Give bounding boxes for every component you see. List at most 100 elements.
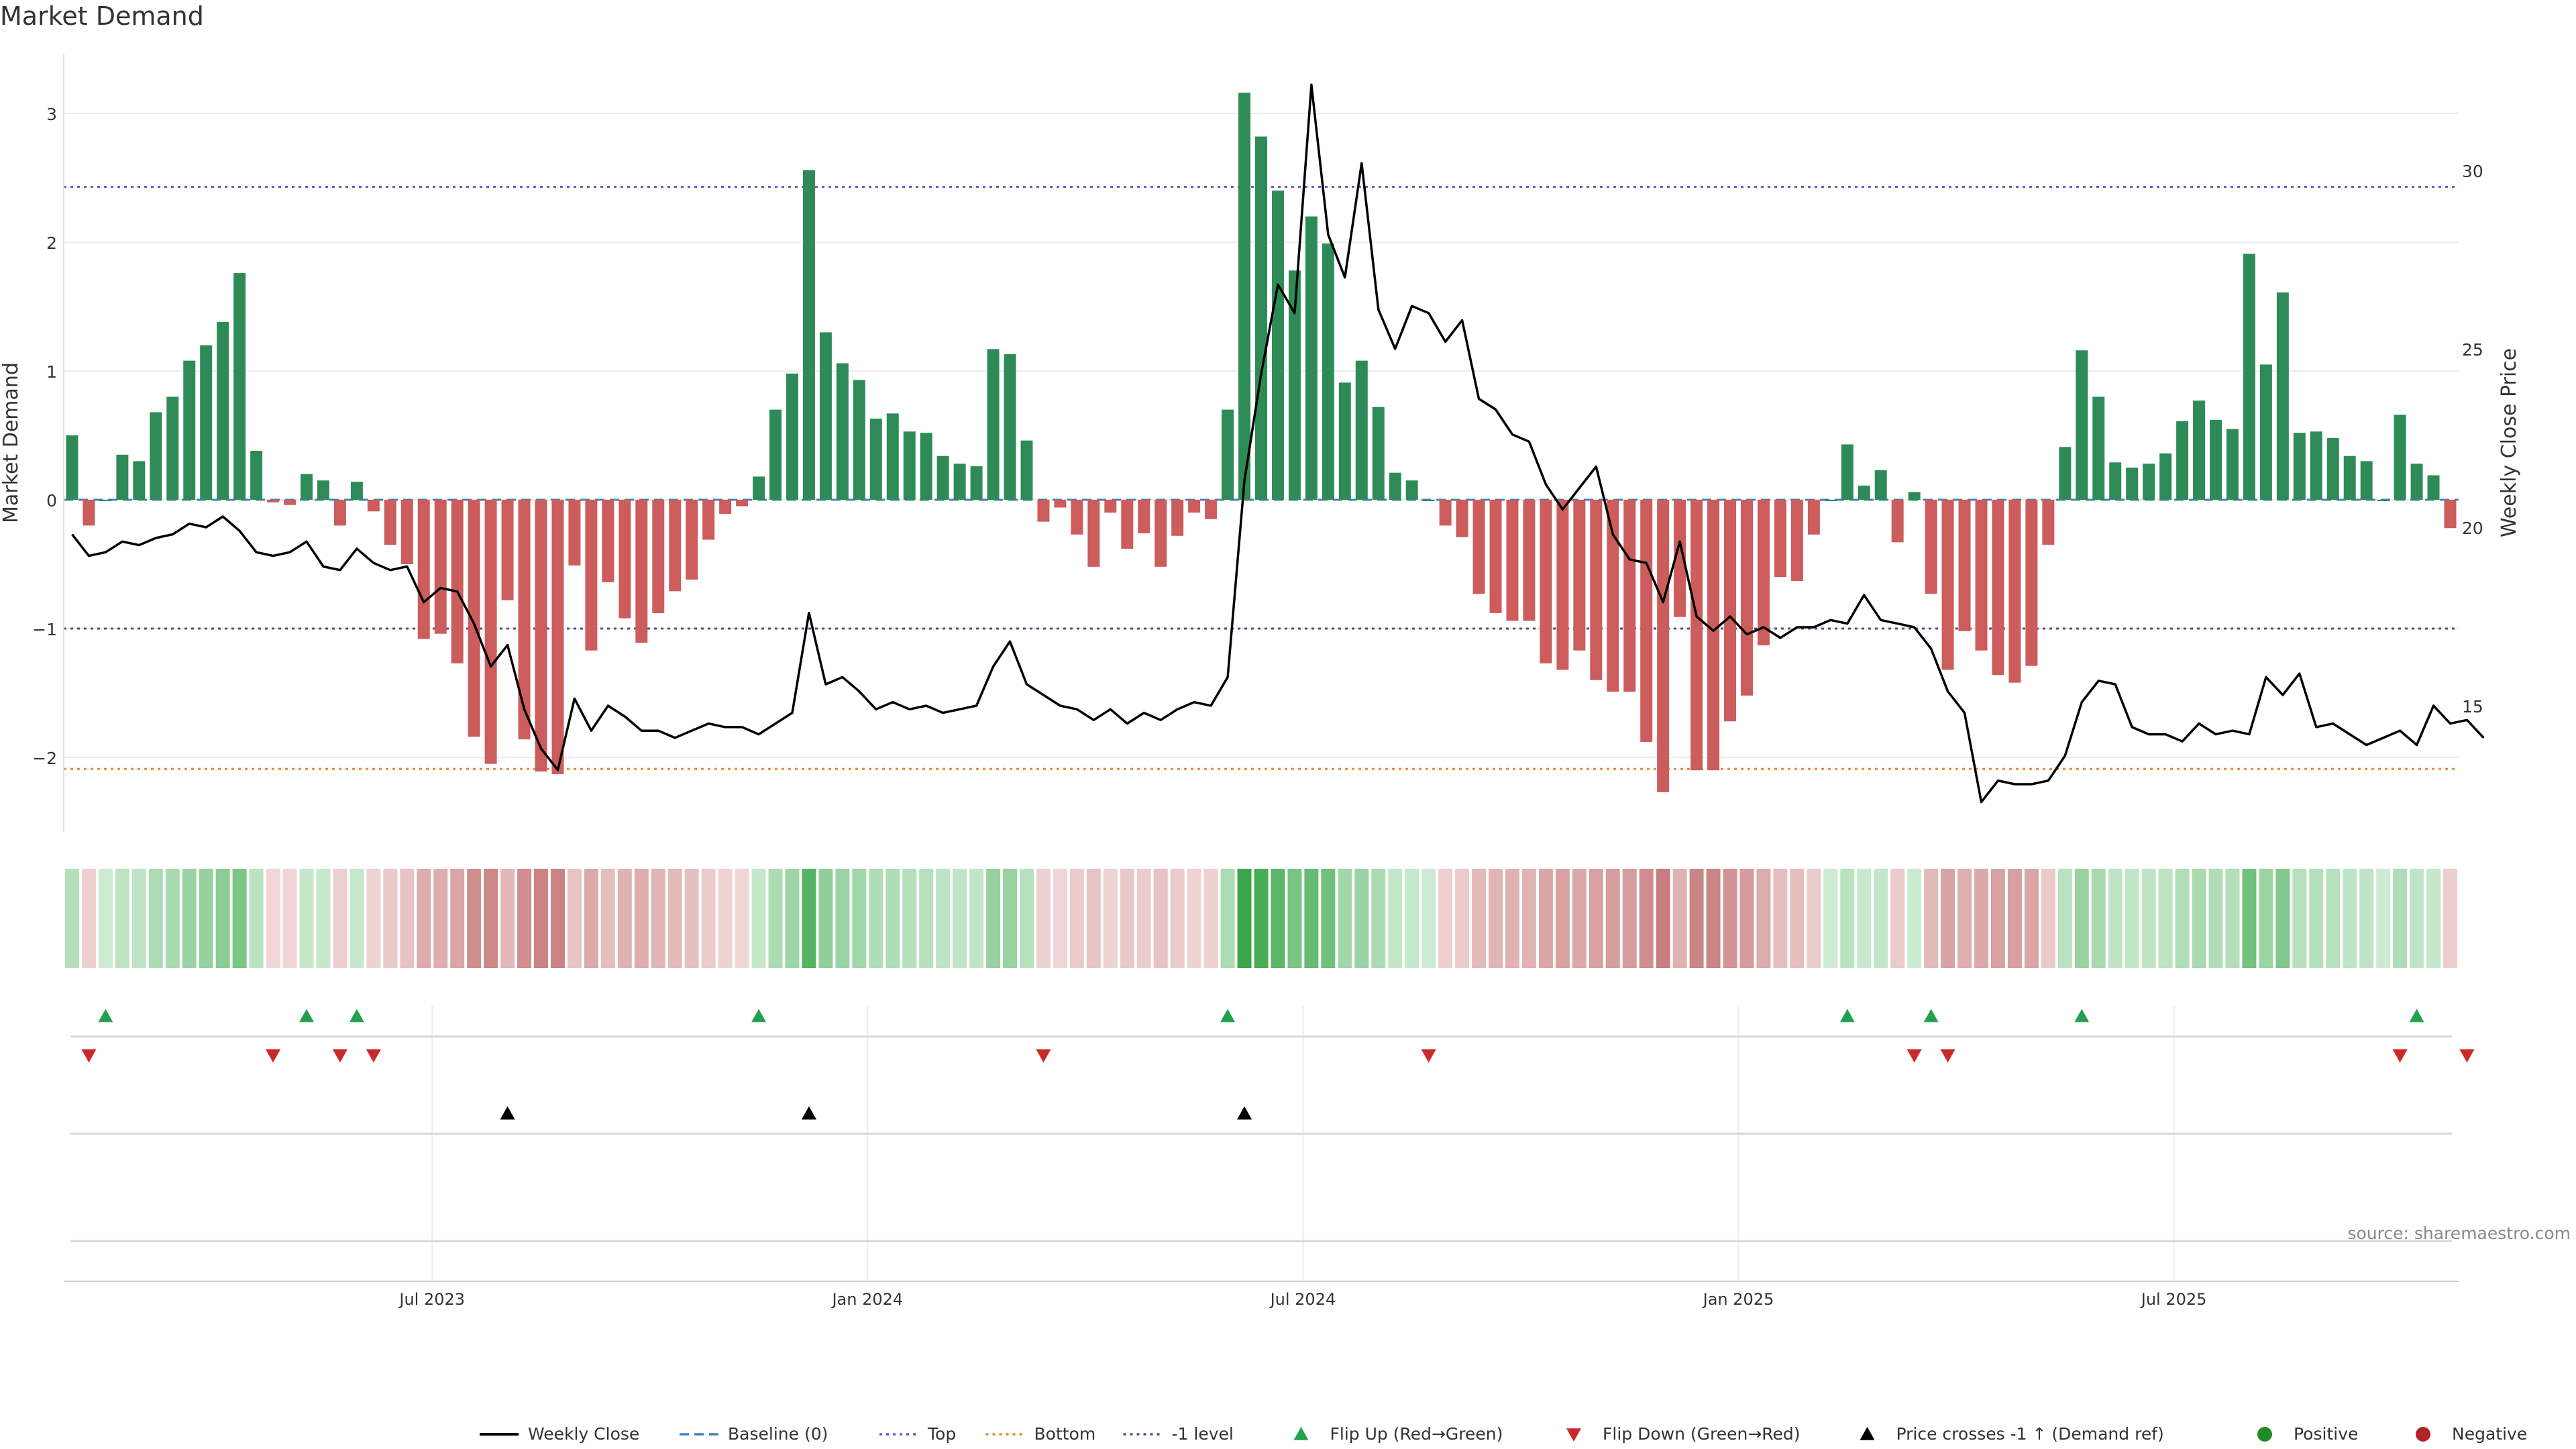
flip-up-marker <box>1220 1009 1236 1022</box>
demand-bar <box>1188 500 1201 513</box>
heat-cell <box>1521 869 1536 968</box>
demand-bar <box>1338 382 1351 500</box>
heat-cell <box>751 869 766 968</box>
heat-cell <box>2376 869 2391 968</box>
heat-cell <box>1874 869 1888 968</box>
flip-down-marker <box>1421 1049 1436 1063</box>
demand-bar <box>1138 500 1150 533</box>
heat-cell <box>1957 869 1972 968</box>
x-tick-label: Jul 2023 <box>398 1290 465 1309</box>
heat-cell <box>417 869 431 968</box>
heat-cell <box>1472 869 1487 968</box>
demand-bar <box>652 500 665 613</box>
heat-cell <box>1136 869 1151 968</box>
demand-bar <box>1305 216 1318 500</box>
demand-bar <box>2042 500 2055 545</box>
demand-bar <box>2059 447 2072 500</box>
heat-cell <box>1371 869 1386 968</box>
heat-cell <box>1069 869 1084 968</box>
heat-cell <box>232 869 247 968</box>
flip-down-marker <box>1940 1049 1955 1063</box>
demand-bar <box>250 451 263 500</box>
demand-bar <box>133 461 146 500</box>
heat-cell <box>651 869 665 968</box>
demand-bar <box>2259 364 2272 500</box>
heat-cell <box>2007 869 2022 968</box>
demand-bar <box>350 482 363 500</box>
demand-bar <box>1925 500 1937 594</box>
demand-bar <box>1405 480 1418 500</box>
legend-triangle-swatch <box>1566 1428 1581 1442</box>
heat-cell <box>81 869 96 968</box>
heat-cell <box>148 869 163 968</box>
y2-tick-label: 15 <box>2462 697 2483 716</box>
flip-down-marker <box>332 1049 347 1063</box>
legend-item: Weekly Close <box>480 1424 639 1444</box>
heat-cell <box>919 869 934 968</box>
demand-bar <box>2193 400 2206 500</box>
demand-bar <box>2427 475 2440 500</box>
heat-cell <box>2225 869 2240 968</box>
heat-cell <box>1790 869 1805 968</box>
heat-cell <box>1421 869 1436 968</box>
demand-bar <box>1891 500 1904 543</box>
heat-cell <box>1723 869 1737 968</box>
heat-cell <box>2057 869 2072 968</box>
demand-bar <box>66 435 78 500</box>
heat-cell <box>1203 869 1218 968</box>
heat-cell <box>1807 869 1821 968</box>
demand-bar <box>1640 500 1653 742</box>
heat-cell <box>333 869 347 968</box>
heat-cell <box>1220 869 1235 968</box>
heat-cell <box>852 869 867 968</box>
event-markers <box>70 1009 2475 1242</box>
heat-cell <box>768 869 783 968</box>
legend-label: Weekly Close <box>528 1424 639 1444</box>
demand-bar <box>1841 444 1854 500</box>
y-axis-label: Market Demand <box>0 362 23 523</box>
demand-bar <box>2076 350 2088 500</box>
legend-dot-swatch <box>2416 1427 2430 1442</box>
demand-bar <box>333 500 346 526</box>
heat-cell <box>1974 869 1988 968</box>
heat-cell <box>1555 869 1570 968</box>
demand-bar <box>301 474 313 500</box>
demand-bar <box>1422 500 1435 501</box>
heat-cell <box>1538 869 1553 968</box>
demand-bar <box>702 500 715 540</box>
heat-cell <box>1739 869 1754 968</box>
flip-down-marker <box>81 1049 97 1063</box>
demand-bar <box>1439 500 1452 526</box>
demand-bar <box>2410 464 2423 500</box>
demand-bar <box>1222 409 1234 500</box>
demand-bar <box>1941 500 1954 670</box>
demand-bar <box>1958 500 1971 631</box>
demand-bar <box>284 500 297 505</box>
demand-bar <box>669 500 682 592</box>
heat-cell <box>701 869 716 968</box>
demand-bar <box>1322 243 1334 500</box>
heat-cell <box>484 869 498 968</box>
demand-bar <box>686 500 698 580</box>
heat-cell <box>1689 869 1704 968</box>
demand-bar <box>936 455 949 500</box>
flip-down-marker <box>1907 1049 1922 1063</box>
heat-cell <box>1572 869 1587 968</box>
demand-bar <box>317 480 329 500</box>
demand-bar <box>367 500 380 512</box>
axes: 3 2 1 0 −1 −2 30 25 20 15 Jul 2023 Jan 2024 Jul 2024… <box>0 54 2521 1309</box>
legend-triangle-swatch <box>1293 1427 1309 1440</box>
demand-bar <box>987 349 1000 500</box>
demand-bar <box>853 380 865 500</box>
heat-cell <box>249 869 264 968</box>
legend-label: Price crosses -1 ↑ (Demand ref) <box>1896 1424 2164 1444</box>
demand-bar <box>417 500 430 639</box>
heat-cell <box>2443 869 2458 968</box>
flip-down-marker <box>366 1049 381 1063</box>
flip-up-marker <box>98 1009 113 1022</box>
demand-bar <box>719 500 732 515</box>
demand-bar <box>1774 500 1786 578</box>
flip-down-marker <box>266 1049 281 1063</box>
legend-item: -1 level <box>1123 1424 1234 1444</box>
demand-bar <box>2025 500 2038 666</box>
